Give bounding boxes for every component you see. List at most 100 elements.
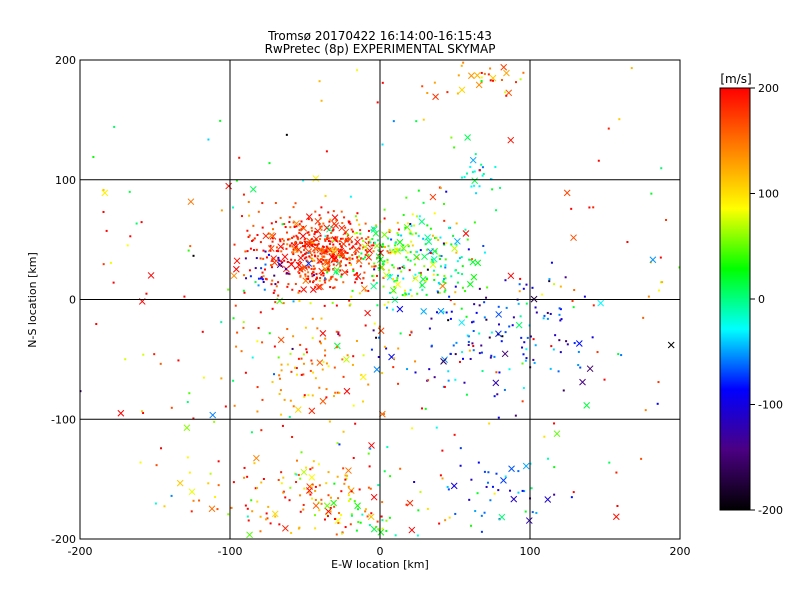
data-point-cross <box>343 356 350 363</box>
data-point <box>260 277 263 280</box>
data-point <box>390 238 393 241</box>
data-point <box>330 231 333 234</box>
data-point <box>480 344 483 347</box>
data-point <box>454 285 457 288</box>
data-point <box>358 292 361 295</box>
data-point-cross <box>430 255 438 263</box>
data-point <box>597 159 600 162</box>
data-point <box>335 278 338 281</box>
data-point <box>410 224 413 227</box>
data-point <box>302 179 305 182</box>
data-point <box>260 481 263 484</box>
data-point <box>364 289 367 292</box>
data-point <box>368 239 371 242</box>
data-point <box>313 514 316 517</box>
data-point <box>142 353 145 356</box>
data-point <box>256 500 259 503</box>
data-point <box>319 252 322 255</box>
data-point <box>303 487 306 490</box>
data-point <box>403 289 406 292</box>
data-point <box>102 210 105 213</box>
data-point <box>382 285 385 288</box>
data-point <box>192 499 195 502</box>
data-point <box>318 386 321 389</box>
data-point <box>373 322 376 325</box>
data-point <box>318 340 321 343</box>
data-point-cross <box>314 227 322 235</box>
data-point <box>343 216 346 219</box>
data-point <box>282 476 285 479</box>
plot-frame <box>79 59 681 540</box>
data-point-cross <box>147 272 155 279</box>
data-point <box>256 410 259 413</box>
data-point <box>435 236 438 239</box>
data-point <box>458 257 461 260</box>
data-point-cross <box>553 430 561 438</box>
data-point <box>318 509 321 512</box>
data-point <box>310 254 313 257</box>
data-point <box>298 289 301 292</box>
data-point <box>298 299 301 302</box>
data-point <box>494 165 497 168</box>
data-point <box>385 347 388 350</box>
data-point-cross <box>319 329 327 337</box>
data-point-cross <box>330 247 338 255</box>
data-point <box>183 295 186 298</box>
data-point <box>349 195 352 198</box>
data-point <box>262 257 265 260</box>
data-point <box>495 209 498 212</box>
data-point <box>438 522 441 525</box>
data-point <box>314 230 317 233</box>
data-point <box>360 237 363 240</box>
data-point-cross <box>440 358 447 365</box>
data-point <box>281 246 284 249</box>
data-point <box>298 229 301 232</box>
data-point <box>490 331 493 334</box>
data-point <box>455 251 458 254</box>
data-point <box>333 517 336 520</box>
data-point <box>481 370 484 373</box>
data-point-cross <box>315 283 323 291</box>
data-point <box>406 251 409 254</box>
data-point <box>269 522 272 525</box>
data-point <box>278 523 281 526</box>
data-point <box>626 241 629 244</box>
data-point <box>283 223 286 226</box>
data-point <box>377 267 380 270</box>
data-point <box>428 327 431 330</box>
data-point <box>313 259 316 262</box>
data-point <box>341 531 344 534</box>
data-point <box>434 250 437 253</box>
data-point-cross <box>525 517 533 524</box>
data-point <box>443 219 446 222</box>
data-point-cross <box>507 272 515 280</box>
x-tick-labels: -200 -100 0 100 200 <box>68 545 691 558</box>
data-point <box>394 241 397 244</box>
data-point <box>366 250 369 253</box>
data-point <box>256 386 259 389</box>
data-point <box>233 404 236 407</box>
data-point <box>398 267 401 270</box>
data-point <box>372 227 375 230</box>
data-point <box>244 250 247 253</box>
data-point <box>327 237 330 240</box>
data-point <box>305 466 308 469</box>
data-point <box>305 259 308 262</box>
data-point <box>331 275 334 278</box>
data-point-cross <box>225 182 233 190</box>
data-point <box>289 399 292 402</box>
data-point <box>109 261 112 264</box>
data-point <box>268 332 271 335</box>
data-point <box>338 391 341 394</box>
data-point <box>340 490 343 493</box>
data-point <box>335 330 338 333</box>
data-point <box>389 475 392 478</box>
data-point <box>307 218 310 221</box>
data-point <box>350 241 353 244</box>
data-point <box>312 271 315 274</box>
data-point <box>265 512 268 515</box>
data-point <box>192 254 195 257</box>
data-point-cross <box>368 442 375 449</box>
data-point <box>326 271 329 274</box>
data-point <box>445 241 448 244</box>
